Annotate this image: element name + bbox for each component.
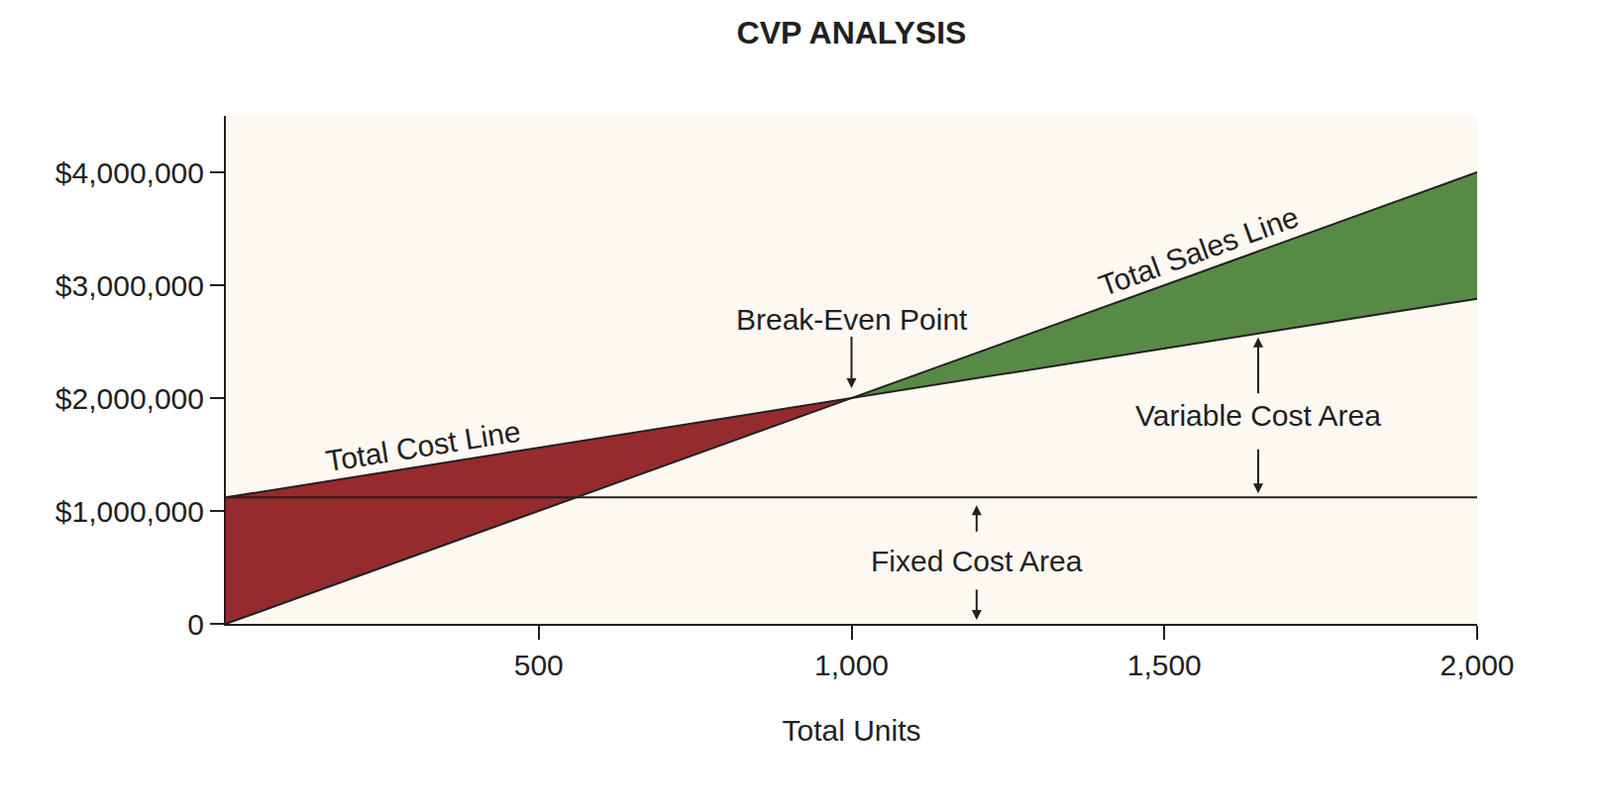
svg-text:2,000: 2,000 [1439,648,1514,682]
svg-text:Break-Even Point: Break-Even Point [736,303,968,336]
svg-text:$4,000,000: $4,000,000 [55,156,205,190]
svg-text:CVP ANALYSIS: CVP ANALYSIS [737,14,967,51]
svg-text:0: 0 [187,608,205,641]
svg-text:$2,000,000: $2,000,000 [55,382,205,416]
svg-text:$1,000,000: $1,000,000 [55,495,205,529]
svg-text:Total Cost Line: Total Cost Line [323,415,524,479]
svg-text:Variable Cost Area: Variable Cost Area [1135,399,1382,432]
svg-text:$3,000,000: $3,000,000 [55,269,205,303]
svg-text:1,500: 1,500 [1127,648,1202,682]
svg-text:1,000: 1,000 [814,648,889,682]
svg-text:Total Sales Line: Total Sales Line [1094,200,1303,303]
svg-text:Total Units: Total Units [781,714,921,747]
svg-text:Fixed Cost Area: Fixed Cost Area [870,544,1083,578]
svg-text:500: 500 [514,648,564,682]
